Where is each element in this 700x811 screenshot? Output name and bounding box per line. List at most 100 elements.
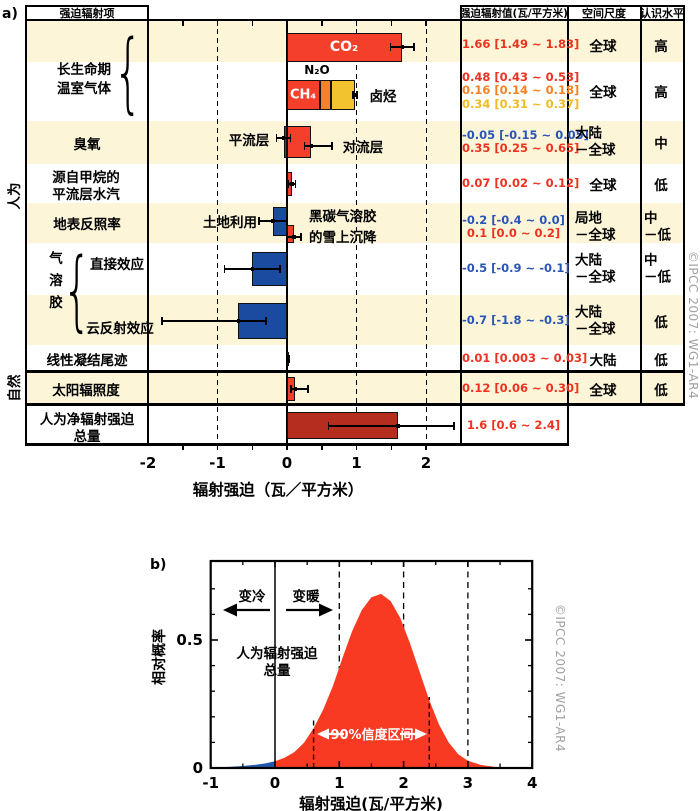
label-aerosol-char2: 溶 [49, 273, 63, 289]
axis-tick [390, 444, 392, 450]
level-h2o: 低 [654, 178, 668, 194]
row-band [27, 373, 683, 403]
panel-b-label: b) [150, 557, 166, 573]
errorbar-center-dot [250, 267, 254, 271]
panel-a-xtick-label: 2 [420, 454, 432, 472]
warming-arrow-head-icon [319, 603, 333, 617]
errorbar-center-dot [271, 219, 275, 223]
errorbar-cap [331, 142, 333, 150]
errorbar-cap [279, 265, 281, 273]
row-band [27, 121, 683, 164]
dashed-gridline [356, 20, 357, 445]
errorbar-center-dot [400, 45, 405, 49]
errorbar-solar [291, 388, 308, 390]
errorbar-cap [307, 385, 309, 393]
value-direct: -0.5 [-0.9 ~ -0.1] [462, 261, 570, 276]
errorbar-center-dot [309, 144, 314, 148]
spatial-ozone: 大陆 －全球 [575, 125, 616, 159]
label-ghg-line1: 长生命期 [57, 62, 111, 78]
spatial-contrail: 大陆 [589, 353, 617, 369]
value-co2: 1.66 [1.49 ~ 1.83] [462, 37, 580, 52]
axis-tick [321, 21, 323, 26]
errorbar-cap [161, 317, 163, 325]
label-ozone: 臭氧 [73, 137, 101, 153]
annotation-bc-snow-line1: 黑碳气溶胶 [309, 209, 377, 225]
value-albedo: -0.2 [-0.4 ~ 0.0] [462, 212, 565, 227]
spatial-co2: 全球 [589, 39, 617, 55]
spatial-cloud: 大陆 －全球 [575, 304, 616, 338]
annotation-tropospheric: 对流层 [342, 140, 384, 156]
header-forcing-value: 强迫辐射值(瓦/平方米) [460, 7, 568, 20]
panel-b-ytick-label: 0.5 [176, 631, 203, 649]
bar-ghg [287, 80, 321, 110]
label-aerosol-char1: 气 [49, 251, 63, 267]
errorbar-cap [223, 265, 226, 273]
spatial-direct: 大陆 －全球 [575, 252, 616, 286]
row-band [27, 203, 683, 243]
axis-tick [286, 444, 288, 450]
panel-a-xtick-label: 0 [281, 454, 293, 472]
value-cloud: -0.7 [-1.8 ~ -0.3] [462, 313, 570, 328]
ci-arrow-left-head-icon [317, 728, 329, 740]
errorbar-ozone [304, 145, 333, 147]
label-anthropogenic: 人为 [7, 182, 23, 210]
value-solar: 0.12 [0.06 ~ 0.30] [462, 381, 580, 396]
axis-tick [251, 21, 253, 26]
panel-b-xtick-label: 0 [270, 774, 280, 792]
row-band [27, 295, 683, 345]
axis-tick [321, 444, 323, 450]
axis-tick [355, 444, 358, 450]
errorbar-center-dot [285, 357, 290, 361]
label-h2o-line2: 平流层水汽 [52, 187, 120, 203]
panel-b-distribution-chart: -1 0 1 2 3 400.5 变冷 变暖 人为辐射强迫 总量 90%信度区间 相对概率… [150, 557, 537, 811]
errorbar-cloud [161, 320, 267, 322]
spatial-h2o: 全球 [589, 178, 617, 194]
label-ghg-line2: 温室气体 [57, 81, 111, 97]
errorbar-cap [327, 422, 330, 430]
errorbar-cap [356, 91, 358, 99]
errorbar-cap [300, 233, 302, 241]
errorbar-cap [286, 233, 288, 241]
errorbar-center-dot [292, 235, 296, 239]
panel-b-ytick-label: 0 [193, 759, 203, 777]
axis-tick [425, 444, 427, 450]
axis-tick [182, 21, 184, 26]
label-aerosol-cloud: 云反射效应 [86, 321, 154, 337]
warming-label: 变暖 [293, 588, 320, 605]
label-total-line1: 人为净辐射强迫 [39, 412, 135, 428]
label-albedo: 地表反照率 [53, 217, 121, 233]
bar-ozone [283, 126, 287, 158]
errorbar-cap [275, 134, 278, 142]
label-aerosol-char3: 胶 [49, 295, 63, 311]
value-total: 1.6 [0.6 ~ 2.4] [466, 418, 561, 433]
errorbar-cap [303, 142, 306, 150]
level-cloud: 低 [654, 315, 668, 331]
errorbar-cap [286, 217, 288, 225]
errorbar-cap [258, 217, 260, 225]
errorbar-center-dot [396, 424, 400, 428]
value-ozone: -0.05 [-0.15 ~ 0.05] [462, 127, 589, 142]
annotation-ch4: CH₄ [289, 87, 317, 103]
panel-b-xtick-label: 2 [398, 774, 408, 792]
errorbar-cap [294, 180, 297, 188]
dashed-gridline [217, 20, 218, 445]
bar-co2 [287, 33, 403, 62]
panel-b-xtick-label: 3 [463, 774, 473, 792]
axis-tick [390, 21, 392, 26]
dashed-gridline [425, 20, 427, 445]
level-albedo: 中 －低 [644, 210, 671, 244]
header-forcing-item: 强迫辐射项 [59, 7, 115, 20]
label-h2o-line1: 源自甲烷的 [52, 170, 120, 186]
axis-tick [286, 21, 288, 26]
axis-tick [355, 21, 358, 26]
ghg-brace: { [113, 21, 143, 123]
spatial-ghg: 全球 [589, 85, 617, 101]
axis-tick [182, 444, 184, 450]
errorbar-total [328, 425, 454, 427]
annotation-n2o: N₂O [304, 63, 330, 77]
level-direct: 中 －低 [644, 252, 671, 286]
